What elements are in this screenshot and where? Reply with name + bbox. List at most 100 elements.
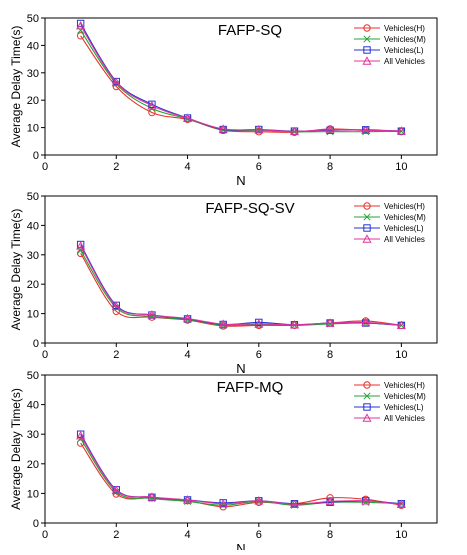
legend-marker [362, 413, 372, 422]
data-point [76, 430, 86, 440]
legend-marker [363, 403, 371, 411]
y-tick-label: 0 [33, 150, 39, 162]
series-line [80, 25, 402, 132]
y-tick-label: 50 [27, 13, 39, 25]
y-tick-label: 20 [27, 95, 39, 107]
data-point [289, 126, 299, 136]
chart-panel-1: 0 2 4 6 8 10 0 10 20 30 40 50 N Average Delay Time(s)… [9, 13, 438, 188]
x-tick-label: 6 [256, 529, 262, 541]
data-point [325, 496, 335, 506]
x-tick-label: 2 [113, 349, 119, 361]
data-point [183, 313, 193, 323]
series-line [80, 438, 402, 506]
y-tick-label: 30 [27, 68, 39, 80]
data-point [325, 125, 335, 134]
y-tick-label: 30 [27, 429, 39, 441]
legend-label: Vehicles(H) [384, 381, 425, 390]
legend-label: Vehicles(L) [384, 224, 424, 233]
data-point [326, 498, 334, 506]
legend-label: All Vehicles [384, 235, 425, 244]
legend-label: Vehicles(L) [384, 403, 424, 412]
y-tick-label: 50 [27, 370, 39, 382]
chart-panel-2: 0 2 4 6 8 10 0 10 20 30 40 50 N Average Delay Time(s)… [9, 191, 438, 376]
x-tick-label: 8 [327, 529, 333, 541]
legend-label: All Vehicles [384, 414, 425, 423]
legend-marker [362, 234, 372, 243]
x-tick-label: 8 [327, 349, 333, 361]
x-tick-label: 6 [256, 161, 262, 173]
legend-marker [362, 56, 372, 65]
series-line [80, 250, 402, 327]
series-line [80, 435, 402, 505]
legend-label: Vehicles(L) [384, 46, 424, 55]
data-point [218, 124, 228, 133]
chart-title: FAFP-SQ [218, 22, 282, 39]
x-tick-label: 10 [395, 529, 407, 541]
y-tick-label: 20 [27, 459, 39, 471]
series-all-vehicles [76, 241, 406, 330]
series-line [80, 433, 402, 505]
y-tick-label: 10 [27, 309, 39, 321]
x-tick-label: 8 [327, 161, 333, 173]
legend-marker [363, 202, 371, 210]
y-tick-label: 40 [27, 40, 39, 52]
data-point [183, 113, 193, 122]
plot-frame [44, 374, 438, 524]
data-point [289, 499, 299, 509]
series-line [80, 245, 402, 326]
data-point [289, 320, 299, 329]
data-point [76, 241, 86, 250]
series-line [80, 253, 402, 327]
data-point [183, 495, 193, 504]
data-point [147, 492, 157, 501]
data-point [396, 320, 406, 330]
data-point [147, 100, 157, 110]
data-point [396, 126, 406, 135]
chart-title: FAFP-MQ [217, 379, 284, 396]
data-point [254, 125, 264, 134]
data-point [254, 496, 264, 505]
y-tick-label: 10 [27, 123, 39, 135]
data-point [111, 485, 121, 495]
y-tick-label: 20 [27, 279, 39, 291]
data-point [397, 500, 405, 508]
legend: Vehicles(H) Vehicles(M) Vehicles(L) All Veh… [354, 202, 426, 244]
plot-frame [44, 195, 438, 344]
data-point [218, 499, 228, 508]
x-tick-label: 4 [184, 529, 190, 541]
legend-marker [363, 35, 371, 43]
series-line [80, 30, 402, 133]
y-axis-label: Average Delay Time(s) [9, 209, 23, 331]
series-vehicles-l [76, 240, 406, 330]
data-point [397, 127, 405, 135]
series-vehicles-m [77, 435, 405, 509]
legend-marker [363, 224, 371, 232]
data-point [361, 496, 371, 505]
x-tick-label: 6 [256, 349, 262, 361]
y-tick-label: 30 [27, 250, 39, 262]
y-tick-label: 10 [27, 488, 39, 500]
series-vehicles-h [76, 439, 406, 511]
series-all-vehicles [76, 430, 406, 509]
y-tick-label: 50 [27, 191, 39, 203]
plot-frame [44, 17, 438, 156]
legend-label: Vehicles(H) [384, 202, 425, 211]
legend: Vehicles(H) Vehicles(M) Vehicles(L) All Veh… [354, 24, 426, 66]
x-tick-label: 4 [184, 349, 190, 361]
data-point [397, 321, 405, 329]
legend-label: All Vehicles [384, 57, 425, 66]
x-tick-label: 0 [42, 529, 48, 541]
series-all-vehicles [76, 20, 406, 136]
legend: Vehicles(H) Vehicles(M) Vehicles(L) All Veh… [354, 381, 426, 423]
legend-marker [363, 213, 371, 221]
x-tick-label: 0 [42, 349, 48, 361]
y-axis-label: Average Delay Time(s) [9, 388, 23, 510]
x-tick-label: 4 [184, 161, 190, 173]
data-point [361, 125, 371, 135]
legend-label: Vehicles(M) [384, 213, 426, 222]
x-tick-label: 10 [395, 349, 407, 361]
x-tick-label: 2 [113, 161, 119, 173]
data-point [254, 319, 264, 328]
